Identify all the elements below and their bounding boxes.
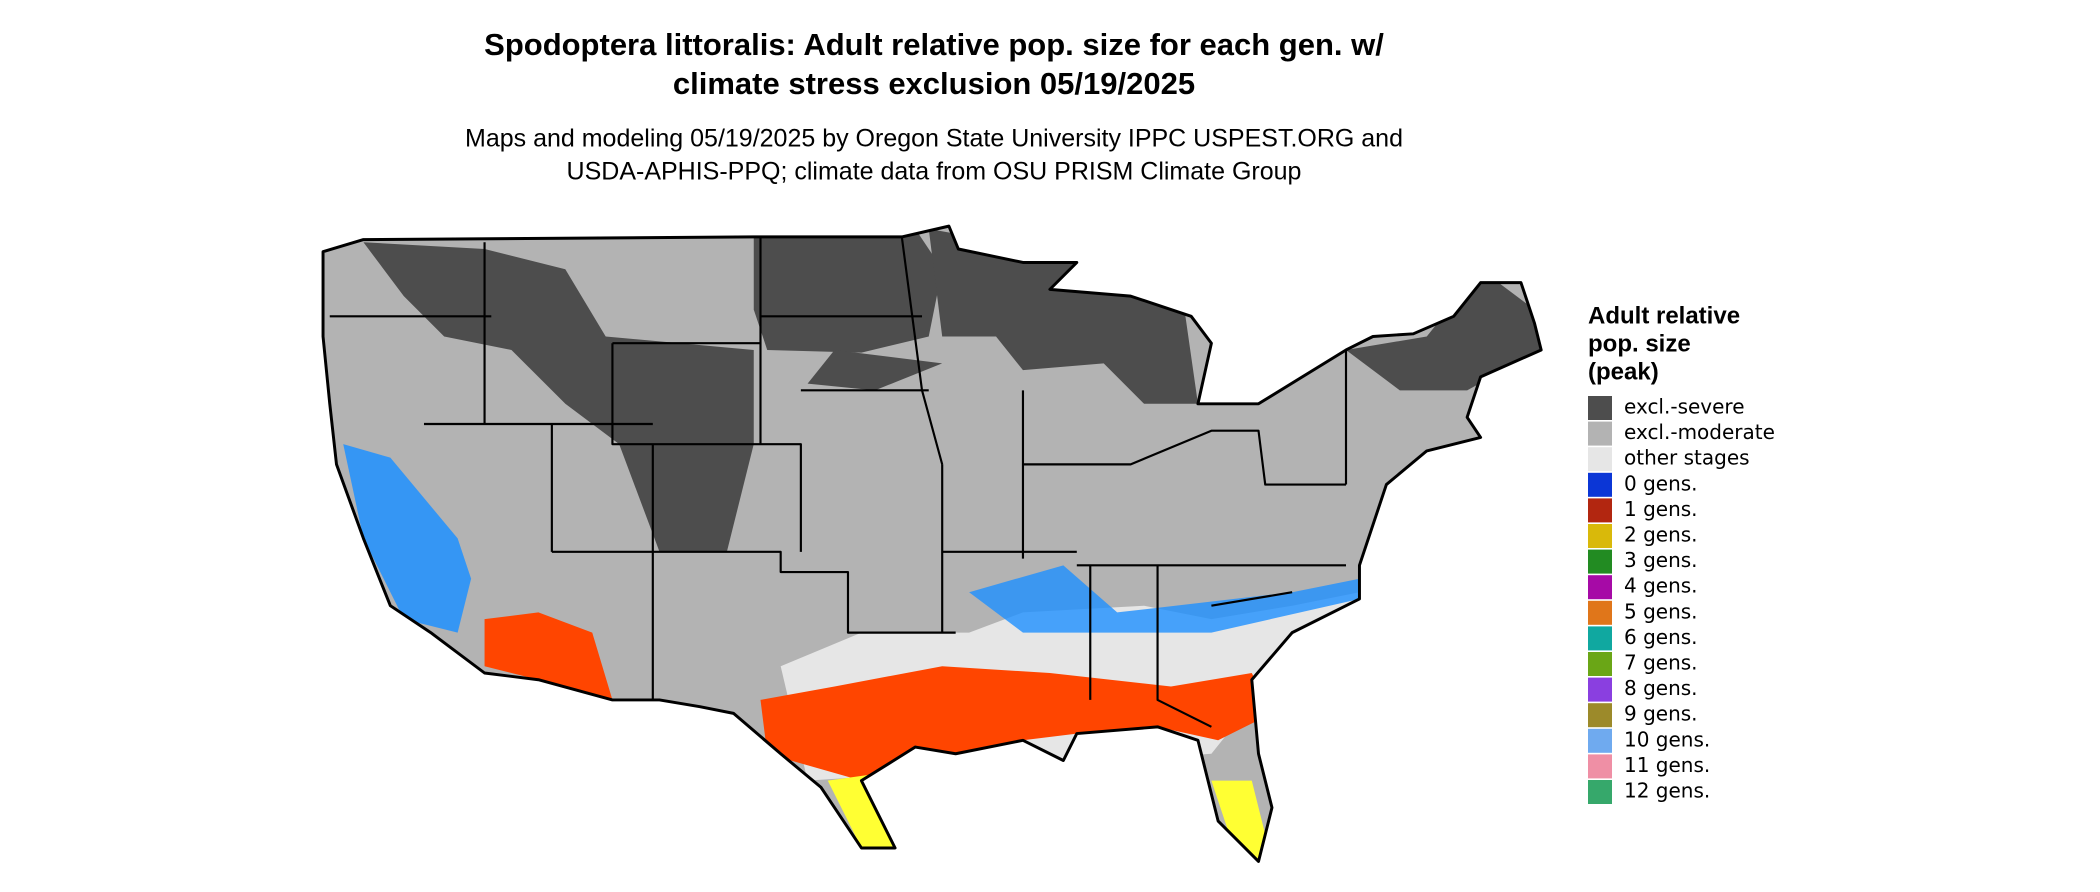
legend-swatch: [1588, 600, 1612, 625]
legend-label: 4 gens.: [1624, 574, 1698, 598]
legend-swatch: [1588, 652, 1612, 676]
legend-title: pop. size: [1588, 330, 1691, 357]
text-layer: Spodoptera littoralis: Adult relative po…: [465, 27, 1775, 804]
legend-label: 9 gens.: [1624, 702, 1698, 726]
legend-label: 6 gens.: [1624, 625, 1698, 649]
legend-label: 7 gens.: [1624, 651, 1698, 675]
legend-swatch: [1588, 626, 1612, 651]
title: climate stress exclusion 05/19/2025: [673, 66, 1195, 101]
legend-label: 1 gens.: [1624, 497, 1698, 521]
map: [321, 224, 1543, 863]
legend-label: 8 gens.: [1624, 676, 1698, 700]
legend-swatch: [1588, 780, 1612, 804]
legend-label: 0 gens.: [1624, 471, 1698, 495]
legend-swatch: [1588, 447, 1612, 472]
legend-label: 10 gens.: [1624, 727, 1710, 751]
legend-swatch: [1588, 396, 1612, 420]
subtitle: USDA-APHIS-PPQ; climate data from OSU PR…: [567, 158, 1302, 186]
subtitle: Maps and modeling 05/19/2025 by Oregon S…: [465, 125, 1403, 153]
legend-label: 2 gens.: [1624, 523, 1698, 547]
legend-swatch: [1588, 728, 1612, 753]
legend-swatch: [1588, 498, 1612, 523]
legend-swatch: [1588, 549, 1612, 574]
legend-label: 3 gens.: [1624, 548, 1698, 572]
legend-swatch: [1588, 472, 1612, 497]
legend-swatch: [1588, 703, 1612, 728]
legend-label: 12 gens.: [1624, 779, 1710, 803]
legend-swatch: [1588, 524, 1612, 548]
legend-swatch: [1588, 575, 1612, 600]
legend-swatch: [1588, 677, 1612, 702]
legend-label: 5 gens.: [1624, 599, 1698, 623]
state-borders: [329, 236, 1348, 728]
legend-label: excl.-moderate: [1624, 420, 1775, 444]
legend-swatch: [1588, 754, 1612, 779]
legend-label: excl.-severe: [1624, 395, 1745, 419]
title: Spodoptera littoralis: Adult relative po…: [484, 27, 1384, 62]
legend-swatch: [1588, 421, 1612, 446]
legend-label: 11 gens.: [1624, 753, 1710, 777]
legend-title: (peak): [1588, 358, 1659, 385]
legend-title: Adult relative: [1588, 302, 1740, 329]
legend-label: other stages: [1624, 446, 1750, 470]
